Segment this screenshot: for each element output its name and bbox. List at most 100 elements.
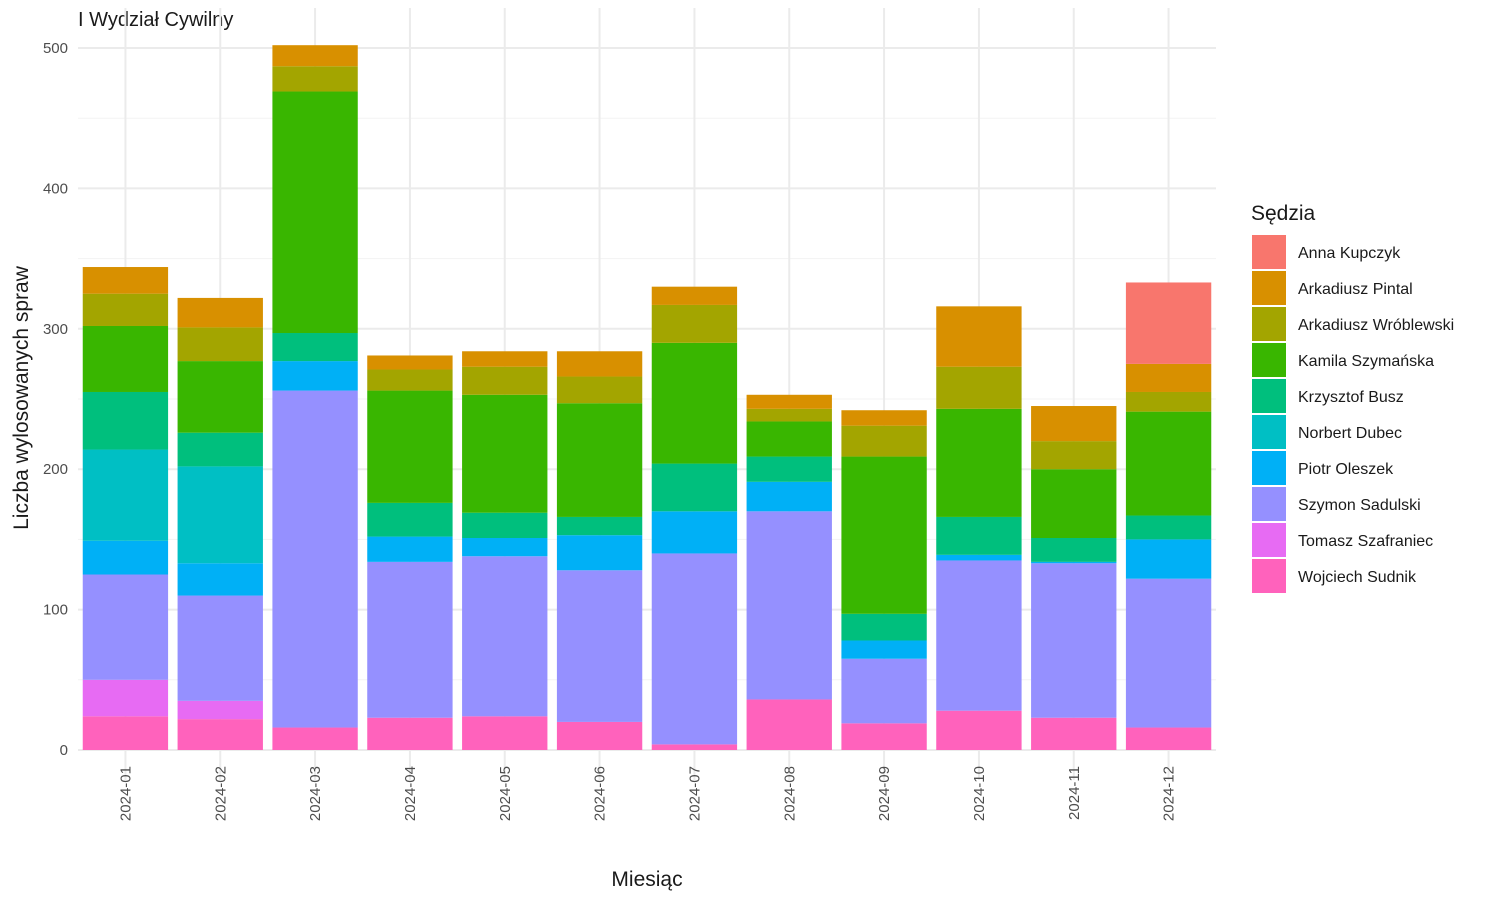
bar-segment <box>936 560 1022 711</box>
legend-title: Sędzia <box>1251 202 1316 225</box>
bar-segment <box>177 432 263 467</box>
x-tick-label: 2024-08 <box>781 766 798 821</box>
legend-key <box>1252 415 1286 449</box>
legend-label: Arkadiusz Wróblewski <box>1298 317 1454 334</box>
bar-segment <box>556 535 643 571</box>
x-tick-label: 2024-01 <box>117 766 134 821</box>
bar-segment <box>746 456 832 482</box>
bar-segment <box>1031 441 1117 470</box>
bar-segment <box>177 466 263 564</box>
bar-segment <box>936 366 1022 409</box>
y-tick-label: 300 <box>43 321 68 338</box>
bar-segment <box>1031 717 1117 750</box>
legend-label: Anna Kupczyk <box>1298 245 1401 262</box>
bar-segment <box>1125 363 1212 392</box>
legend-label: Wojciech Sudnik <box>1298 569 1417 586</box>
bar-segment <box>556 403 643 517</box>
bar-segment <box>1031 537 1117 562</box>
bar-segment <box>367 390 453 503</box>
legend-key <box>1252 487 1286 521</box>
bar-segment <box>651 463 738 512</box>
bar-segment <box>746 394 832 409</box>
bar-segment <box>82 267 169 294</box>
chart-title: I Wydział Cywilny <box>78 9 233 31</box>
bar-segment <box>462 537 548 557</box>
bar-segment <box>367 536 453 562</box>
bar-segment <box>651 511 738 554</box>
legend-label: Piotr Oleszek <box>1298 461 1394 478</box>
x-axis-title: Miesiąc <box>611 868 682 891</box>
bar-segment <box>272 45 358 67</box>
bar-segment <box>177 700 263 720</box>
bar-segment <box>841 640 927 659</box>
x-tick-label: 2024-06 <box>592 766 609 821</box>
bar-segment <box>82 679 169 717</box>
bar-segment <box>556 516 643 536</box>
x-tick-label: 2024-02 <box>212 766 229 821</box>
legend-key <box>1252 271 1286 305</box>
bar-segment <box>1125 727 1212 750</box>
bar-segment <box>272 66 358 92</box>
legend-label: Szymon Sadulski <box>1298 497 1421 514</box>
bar-segment <box>82 716 169 750</box>
bar-segment <box>556 351 643 377</box>
bar-segment <box>556 376 643 404</box>
bar-segment <box>367 355 453 370</box>
bar-segment <box>651 342 738 464</box>
bar-segment <box>936 516 1022 555</box>
bar-segment <box>746 481 832 512</box>
legend-key <box>1252 343 1286 377</box>
bar-segment <box>177 361 263 433</box>
bar-segment <box>556 570 643 722</box>
bar-segment <box>177 595 263 701</box>
legend-key <box>1252 559 1286 593</box>
bar-segment <box>1125 515 1212 540</box>
y-axis-ticks: 0 100 200 300 400 500 <box>43 40 68 759</box>
legend-label: Tomasz Szafraniec <box>1298 533 1433 550</box>
bar-segment <box>462 512 548 538</box>
bar-segment <box>746 511 832 700</box>
bar-segment <box>82 325 169 392</box>
bar-segment <box>1125 539 1212 579</box>
bar-segment <box>462 556 548 717</box>
bar-segment <box>1031 561 1117 564</box>
bar-segment <box>82 540 169 575</box>
bar-segment <box>841 658 927 724</box>
bar-segment <box>462 366 548 395</box>
bar-segment <box>82 449 169 541</box>
bar-segment <box>177 297 263 328</box>
bar-segment <box>841 425 927 457</box>
bar-segment <box>1125 282 1212 364</box>
legend-label: Norbert Dubec <box>1298 425 1402 442</box>
x-tick-label: 2024-05 <box>497 766 514 821</box>
bar-segment <box>177 719 263 750</box>
bar-segment <box>82 574 169 680</box>
y-tick-label: 200 <box>43 461 68 478</box>
bar-segment <box>82 391 169 450</box>
bar-segment <box>367 369 453 391</box>
bar-segment <box>746 699 832 750</box>
bar-segment <box>651 304 738 343</box>
bar-segment <box>841 410 927 426</box>
bar-segment <box>841 613 927 641</box>
bar-segment <box>367 717 453 750</box>
bar-segment <box>841 456 927 614</box>
bar-segment <box>462 351 548 367</box>
legend-key <box>1252 379 1286 413</box>
bar-segment <box>1125 411 1212 516</box>
bar-segment <box>82 293 169 326</box>
legend-key <box>1252 523 1286 557</box>
bar-segment <box>746 421 832 457</box>
x-tick-label: 2024-07 <box>686 766 703 821</box>
bars <box>82 45 1212 750</box>
bar-segment <box>462 394 548 513</box>
bar-segment <box>1125 391 1212 412</box>
bar-segment <box>367 502 453 537</box>
x-tick-label: 2024-03 <box>307 766 324 821</box>
x-tick-label: 2024-10 <box>971 766 988 821</box>
bar-segment <box>936 710 1022 750</box>
bar-segment <box>367 561 453 718</box>
bar-segment <box>272 333 358 362</box>
legend: Sędzia Anna Kupczyk Arkadiusz Pintal Arkad… <box>1251 202 1454 593</box>
bar-segment <box>651 744 738 750</box>
